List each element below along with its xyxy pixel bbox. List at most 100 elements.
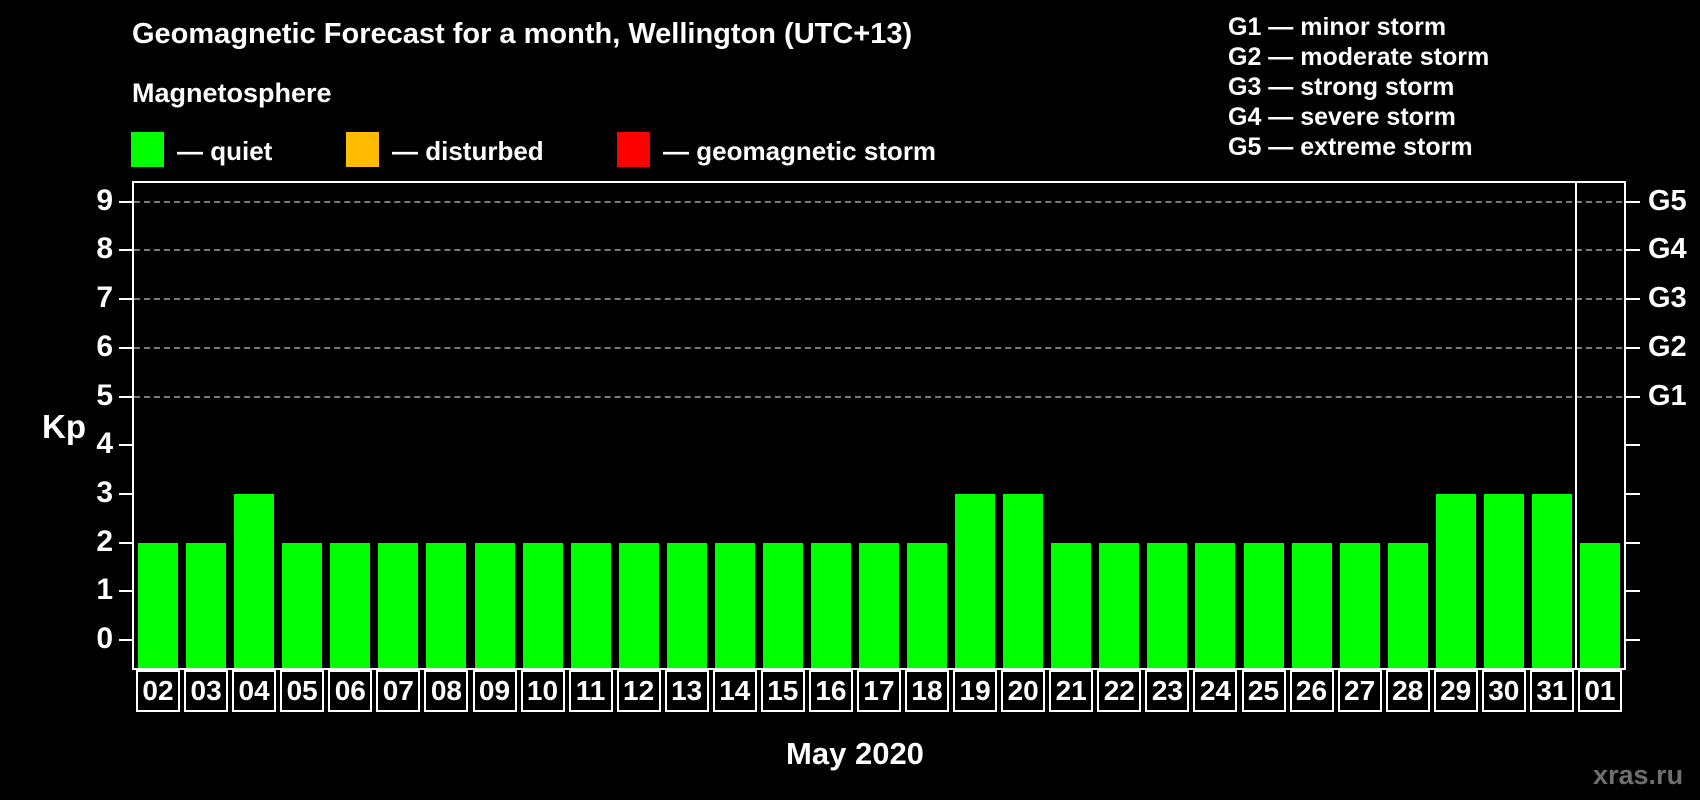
left-tick-3: [119, 492, 133, 495]
date-cell-16: 16: [808, 670, 853, 712]
right-tick-0: [1626, 639, 1640, 641]
page-title: Geomagnetic Forecast for a month, Wellin…: [132, 18, 913, 50]
date-cell-26: 26: [1289, 670, 1334, 712]
kp-bar-day-02: [138, 542, 179, 668]
date-cell-23: 23: [1145, 670, 1190, 712]
kp-tick-label-4: 4: [96, 427, 113, 461]
storm-legend-label: — geomagnetic storm: [663, 136, 937, 166]
disturbed-color-swatch-icon: [346, 132, 379, 167]
g-scale-label-G3: G3: [1648, 282, 1687, 315]
kp-bar-day-05: [282, 542, 323, 668]
right-tick-7: [1626, 298, 1640, 301]
month-separator-line: [1574, 183, 1577, 668]
kp-tick-label-3: 3: [96, 475, 113, 509]
quiet-color-swatch-icon: [131, 132, 164, 167]
date-cell-20: 20: [1001, 670, 1046, 712]
g-scale-label-G2: G2: [1648, 330, 1687, 363]
kp-bar-day-26: [1291, 542, 1332, 668]
date-cell-24: 24: [1193, 670, 1238, 712]
kp-bar-day-03: [186, 542, 227, 668]
g4-legend-line: G4 — severe storm: [1228, 103, 1456, 131]
left-tick-4: [119, 444, 133, 447]
kp-bar-day-20: [1003, 493, 1044, 668]
kp-tick-label-7: 7: [96, 281, 113, 315]
kp-bar-day-16: [810, 542, 851, 668]
month-axis-label: May 2020: [786, 736, 924, 771]
date-cell-02: 02: [136, 670, 180, 712]
g-scale-label-G1: G1: [1648, 379, 1687, 412]
date-cell-05: 05: [280, 670, 325, 712]
kp-axis-title: Kp: [42, 408, 86, 445]
date-cell-29: 29: [1433, 670, 1478, 712]
kp-bar-day-17: [859, 542, 900, 668]
gridline-kp9: [134, 200, 1622, 203]
kp-bar-day-24: [1195, 542, 1236, 668]
date-cell-11: 11: [568, 670, 613, 712]
kp-tick-label-0: 0: [96, 622, 113, 655]
date-cell-03: 03: [184, 670, 229, 712]
watermark: xras.ru: [1593, 760, 1684, 790]
date-cell-18: 18: [905, 670, 949, 712]
date-cell-21: 21: [1049, 670, 1094, 712]
date-cell-14: 14: [712, 670, 757, 712]
date-cell-31: 31: [1529, 670, 1574, 712]
kp-bar-day-23: [1147, 542, 1188, 668]
gridline-kp8: [134, 249, 1622, 252]
kp-bar-day-27: [1339, 542, 1380, 668]
kp-tick-label-6: 6: [96, 329, 113, 363]
kp-bar-day-30: [1483, 493, 1524, 668]
right-tick-9: [1626, 200, 1640, 203]
kp-bar-day-13: [666, 542, 707, 668]
kp-bar-day-12: [618, 542, 659, 668]
date-cell-30: 30: [1481, 670, 1526, 712]
kp-bar-day-18: [907, 542, 948, 668]
date-cell-27: 27: [1337, 670, 1382, 712]
right-tick-5: [1626, 395, 1640, 398]
kp-tick-label-5: 5: [96, 378, 113, 412]
kp-bar-day-19: [955, 493, 996, 668]
kp-bar-day-09: [474, 542, 515, 668]
left-tick-1: [119, 590, 133, 593]
date-cell-25: 25: [1241, 670, 1286, 712]
right-tick-8: [1626, 249, 1640, 252]
g2-legend-line: G2 — moderate storm: [1228, 43, 1490, 71]
date-cell-07: 07: [376, 670, 421, 712]
plot-inner: [134, 183, 1624, 668]
date-cell-10: 10: [520, 670, 565, 712]
kp-tick-label-1: 1: [96, 573, 113, 607]
date-cell-06: 06: [328, 670, 373, 712]
magnetosphere-subtitle: Magnetosphere: [132, 78, 332, 108]
g5-legend-line: G5 — extreme storm: [1228, 133, 1473, 161]
kp-bar-day-10: [522, 542, 563, 668]
g-scale-label-G5: G5: [1648, 184, 1687, 217]
plot-area: [132, 181, 1626, 670]
left-tick-8: [119, 249, 133, 252]
date-cell-09: 09: [472, 670, 517, 712]
kp-bar-day-06: [330, 542, 371, 668]
date-cell-08: 08: [424, 670, 469, 712]
date-cell-01: 01: [1577, 670, 1622, 712]
kp-bar-day-22: [1099, 542, 1140, 668]
kp-tick-label-8: 8: [96, 232, 113, 266]
date-cell-12: 12: [616, 670, 661, 712]
g-scale-label-G4: G4: [1648, 233, 1687, 266]
kp-bar-day-31: [1531, 493, 1572, 668]
kp-bar-day-15: [762, 542, 803, 668]
right-tick-4: [1626, 444, 1640, 447]
kp-bar-day-28: [1387, 542, 1428, 668]
left-tick-2: [119, 541, 133, 544]
disturbed-legend-label: — disturbed: [392, 136, 544, 166]
kp-bar-day-08: [426, 542, 467, 668]
left-tick-0: [119, 639, 133, 641]
kp-bar-day-21: [1051, 542, 1092, 668]
kp-bar-day-25: [1243, 542, 1284, 668]
date-cell-04: 04: [232, 670, 277, 712]
kp-bar-day-04: [234, 493, 275, 668]
kp-bar-day-01: [1579, 542, 1620, 668]
gridline-kp6: [134, 346, 1622, 349]
kp-bar-day-29: [1435, 493, 1476, 668]
date-cell-17: 17: [857, 670, 901, 712]
g1-legend-line: G1 — minor storm: [1228, 13, 1447, 41]
right-tick-1: [1626, 590, 1640, 593]
